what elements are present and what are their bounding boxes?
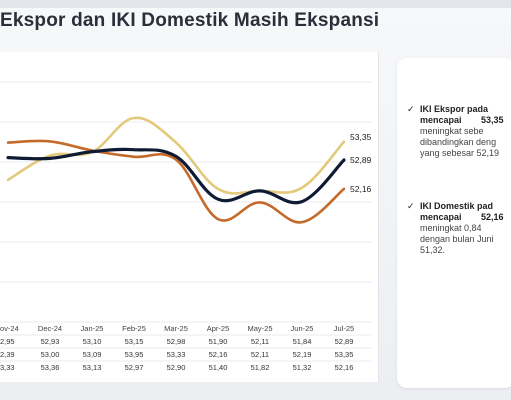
table-cell: 52,89: [335, 337, 354, 346]
note-line: yang sebesar 52,19: [420, 148, 500, 158]
note-heading: IKI Ekspor pada: [420, 104, 489, 114]
page-title: Ekspor dan IKI Domestik Masih Ekspansi: [0, 10, 380, 31]
chart-series: [6, 116, 346, 224]
table-cell: 52,90: [167, 363, 186, 372]
x-tick-label: Apr-25: [207, 324, 230, 333]
table-cell: 53,13: [83, 363, 102, 372]
table-cell: 51,40: [209, 363, 228, 372]
x-tick-label: Mar-25: [164, 324, 188, 333]
table-cell: 3,33: [0, 363, 15, 372]
note-value: 53,35: [481, 115, 504, 125]
chart-end-labels: 53,35 52,89 52,16: [350, 132, 372, 194]
note-line: 51,32.: [420, 245, 446, 255]
note-line: meningkat 0,84: [420, 223, 482, 233]
note-line: meningkat sebe: [420, 126, 484, 136]
top-decor-stripe: [0, 0, 511, 8]
x-tick-label: Jan-25: [81, 324, 104, 333]
summary-card: ✓ IKI Ekspor pada mencapai 53,35 meningk…: [397, 58, 511, 388]
table-cell: 2,95: [0, 337, 15, 346]
table-cell: 52,16: [209, 350, 228, 359]
table-cell: 53,10: [83, 337, 102, 346]
table-cell: 53,95: [125, 350, 144, 359]
x-tick-label: Dec-24: [38, 324, 62, 333]
end-label: 52,16: [350, 184, 372, 194]
table-cell: 52,19: [293, 350, 312, 359]
check-icon: ✓: [407, 201, 415, 211]
table-cell: 52,16: [335, 363, 354, 372]
table-cell: 53,00: [41, 350, 60, 359]
note-value-prefix: mencapai: [420, 115, 462, 125]
end-label: 52,89: [350, 155, 372, 165]
table-cell: 51,84: [293, 337, 312, 346]
chart-data-table: ov-24 Dec-24 Jan-25 Feb-25 Mar-25 Apr-25 May-2…: [0, 321, 372, 372]
note-value-prefix: mencapai: [420, 212, 462, 222]
table-cell: 53,35: [335, 350, 354, 359]
table-cell: 53,36: [41, 363, 60, 372]
table-cell: 53,15: [125, 337, 144, 346]
table-cell: 51,82: [251, 363, 270, 372]
x-tick-label: May-25: [247, 324, 272, 333]
line-chart: 53,35 52,89 52,16 ov-24 Dec-24 Jan-25 Feb-25 M…: [0, 81, 372, 372]
table-cell: 52,11: [251, 350, 269, 359]
table-cell: 2,39: [0, 350, 15, 359]
note-value: 52,16: [481, 212, 504, 222]
series-line-0: [6, 147, 346, 205]
end-label: 53,35: [350, 132, 372, 142]
series-line-1: [6, 116, 346, 195]
series-line-2: [6, 139, 346, 224]
table-cell: 52,97: [125, 363, 144, 372]
table-cell: 53,33: [167, 350, 186, 359]
check-icon: ✓: [407, 104, 415, 114]
table-cell: 52,93: [41, 337, 60, 346]
table-cell: 53,09: [83, 350, 102, 359]
note-line: dengan bulan Juni: [420, 234, 494, 244]
table-cell: 52,98: [167, 337, 186, 346]
table-cell: 52,11: [251, 337, 269, 346]
x-tick-label: Jul-25: [334, 324, 354, 333]
note-heading: IKI Domestik pad: [420, 201, 494, 211]
table-cell: 51,90: [209, 337, 228, 346]
x-tick-label: ov-24: [0, 324, 19, 333]
chart-gridlines: [0, 81, 372, 283]
x-tick-label: Jun-25: [291, 324, 314, 333]
table-cell: 51,32: [293, 363, 312, 372]
x-tick-label: Feb-25: [122, 324, 146, 333]
note-line: dibandingkan deng: [420, 137, 497, 147]
